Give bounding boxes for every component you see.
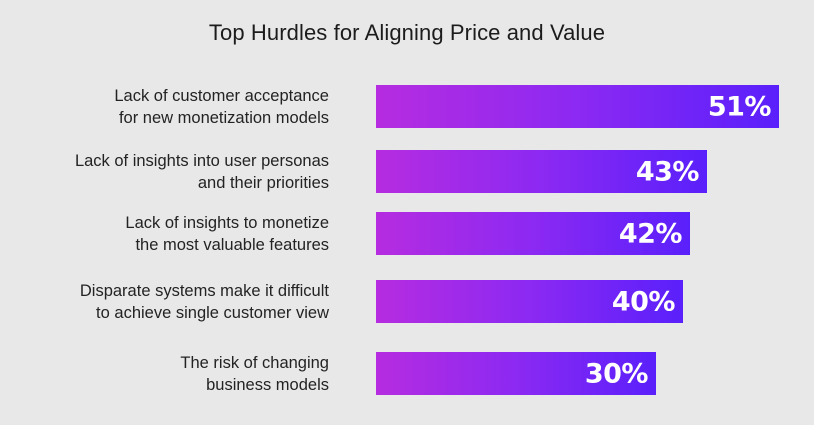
bar: 51% bbox=[376, 85, 779, 128]
bar-row: The risk of changing business models 30% bbox=[0, 352, 814, 395]
bar-value: 30% bbox=[584, 358, 649, 389]
bar-row: Lack of insights to monetize the most va… bbox=[0, 212, 814, 255]
bar-value: 40% bbox=[611, 286, 676, 317]
bar-value: 51% bbox=[707, 91, 772, 122]
bar-label: Disparate systems make it difficult to a… bbox=[79, 281, 329, 322]
bar-label: Lack of insights into user personas and … bbox=[74, 151, 329, 192]
bar-value: 43% bbox=[635, 156, 700, 187]
chart-title: Top Hurdles for Aligning Price and Value bbox=[208, 20, 606, 45]
bar: 30% bbox=[376, 352, 656, 395]
bar-label: The risk of changing business models bbox=[180, 353, 329, 394]
bar-row: Lack of insights into user personas and … bbox=[0, 150, 814, 193]
bar: 42% bbox=[376, 212, 690, 255]
bar: 40% bbox=[376, 280, 683, 323]
bar-value: 42% bbox=[618, 218, 683, 249]
bar: 43% bbox=[376, 150, 707, 193]
bar-row: Disparate systems make it difficult to a… bbox=[0, 280, 814, 323]
bar-label: Lack of customer acceptance for new mone… bbox=[114, 86, 329, 127]
bar-label: Lack of insights to monetize the most va… bbox=[125, 213, 329, 254]
bar-row: Lack of customer acceptance for new mone… bbox=[0, 85, 814, 128]
